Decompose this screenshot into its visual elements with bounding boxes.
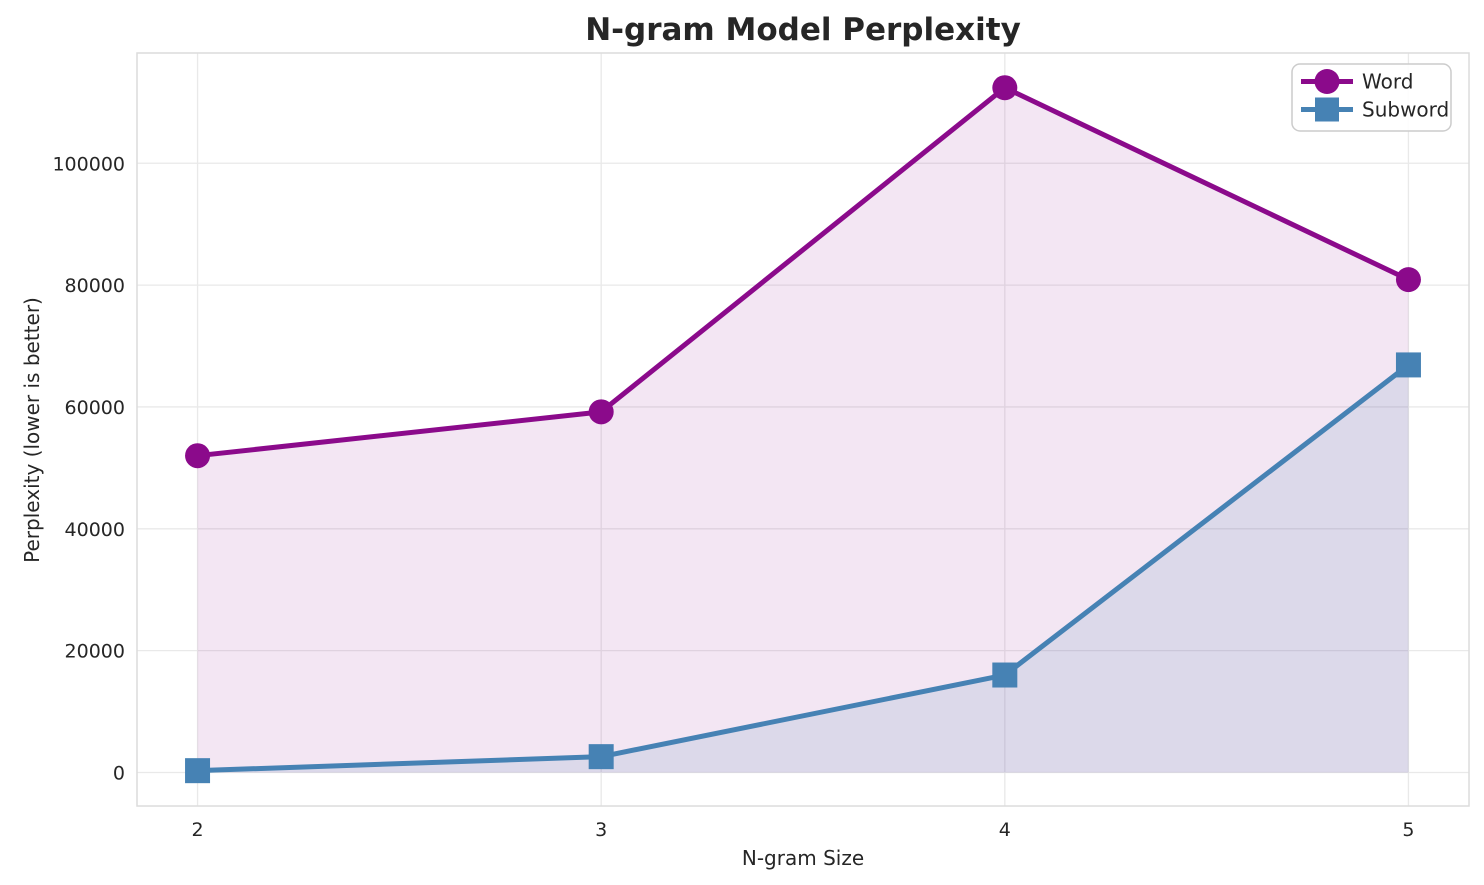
x-tick-label: 3 [595,819,607,841]
legend-item-subword: Subword [1301,97,1449,122]
legend-item-word: Word [1301,69,1413,94]
legend-circle-marker-icon [1314,69,1340,94]
y-tick-label: 0 [113,762,125,784]
legend-label: Word [1362,70,1413,94]
legend-square-marker-icon [1315,97,1339,122]
legend: Word Subword [1291,63,1452,132]
plot-border [136,52,1470,807]
word-data-point [992,75,1018,101]
word-line [195,85,1411,459]
chart-layers: 0 20000 40000 60000 80000 100000 2 3 4 5 Word Subwo… [52,52,1470,841]
x-tick-label: 2 [191,819,203,841]
word-data-point [185,443,211,469]
word-data-point [588,399,614,425]
subword-data-point [1395,352,1421,378]
word-series [185,75,1421,469]
legend-label: Subword [1362,98,1449,122]
plot-area [137,53,1469,806]
subword-data-point [588,744,614,770]
word-area-fill [197,87,1409,773]
y-tick-label: 100000 [52,153,125,175]
grid [137,53,1469,806]
subword-line [195,362,1411,774]
x-axis-label: N-gram Size [742,846,864,870]
y-tick-label: 80000 [65,275,125,297]
x-tick-label: 4 [999,819,1011,841]
y-axis-label: Perplexity (lower is better) [20,297,44,563]
subword-data-point [992,662,1018,688]
word-data-point [1395,267,1421,293]
y-tick-label: 40000 [65,519,125,541]
subword-area-fill [197,364,1409,773]
y-tick-label: 60000 [65,397,125,419]
chart-title: N-gram Model Perplexity [585,12,1021,48]
y-tick-label: 20000 [65,641,125,663]
tick-labels: 0 20000 40000 60000 80000 100000 2 3 4 5 [52,153,1414,841]
subword-series [185,352,1421,784]
x-tick-label: 5 [1402,819,1414,841]
subword-data-point [185,758,211,784]
